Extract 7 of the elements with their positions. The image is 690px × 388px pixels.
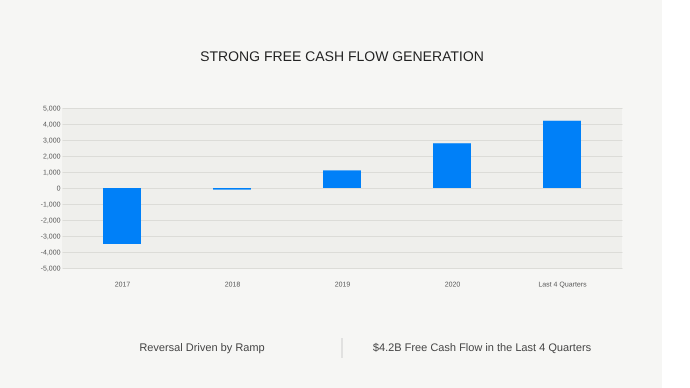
bar: [433, 143, 471, 188]
chart-title: STRONG FREE CASH FLOW GENERATION: [200, 48, 484, 64]
bar: [323, 170, 361, 188]
bar: [103, 188, 141, 244]
text: $4.2B Free Cash Flow in the Last 4 Quarters: [372, 342, 592, 354]
bar: [543, 120, 581, 188]
text: Reversal Driven by Ramp: [139, 342, 265, 354]
